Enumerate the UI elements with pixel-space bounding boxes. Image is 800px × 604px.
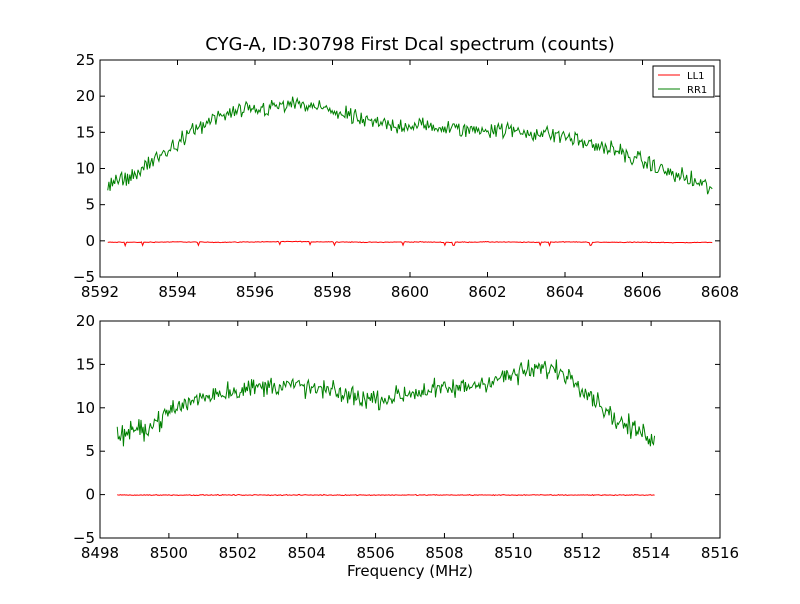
bottom-panel: 8498 8500 8502 8504 8506 8508 8510 8512 8514 8516… <box>73 312 739 562</box>
x-tick-label: 8604 <box>546 283 584 301</box>
top-panel: 8592 8594 8596 8598 8600 8602 8604 8606 8608 −5 0 5… <box>73 51 739 301</box>
plot-frame-panel-2 <box>99 320 721 539</box>
y-tick-label: 0 <box>85 232 95 250</box>
y-tick-label: −5 <box>73 529 95 547</box>
series-line-rr1-panel-2 <box>116 359 656 447</box>
x-tick-label: 8514 <box>632 544 670 562</box>
y-tick-label: −5 <box>73 268 95 286</box>
x-tick-label: 8596 <box>236 283 274 301</box>
x-tick-label: 8504 <box>288 544 326 562</box>
x-tick-label: 8502 <box>219 544 257 562</box>
x-tick-label: 8608 <box>701 283 739 301</box>
y-tick-label: 20 <box>76 312 95 330</box>
series-line-ll1-panel-2 <box>117 493 655 497</box>
x-tick-label: 8606 <box>623 283 661 301</box>
x-tick-label: 8500 <box>150 544 188 562</box>
x-tick-label: 8592 <box>81 283 119 301</box>
y-tick-label: 20 <box>76 87 95 105</box>
y-tick-label: 15 <box>76 355 95 373</box>
series-line-rr1-panel-1 <box>107 96 713 195</box>
x-tick-label: 8512 <box>563 544 601 562</box>
chart-title: CYG-A, ID:30798 First Dcal spectrum (cou… <box>205 34 615 55</box>
legend-box <box>652 65 715 98</box>
y-tick-label: 0 <box>85 486 95 504</box>
x-axis-label: Frequency (MHz) <box>346 562 474 580</box>
plot-frame-panel-1 <box>99 59 721 278</box>
legend-label-ll1: LL1 <box>687 71 705 82</box>
y-tick-label: 10 <box>76 399 95 417</box>
legend-label-rr1: RR1 <box>687 85 707 96</box>
x-tick-label: 8506 <box>356 544 394 562</box>
x-tick-label: 8498 <box>81 544 119 562</box>
x-tick-label: 8600 <box>391 283 429 301</box>
x-tick-label: 8598 <box>313 283 351 301</box>
x-tick-label: 8508 <box>425 544 463 562</box>
y-tick-label: 15 <box>76 123 95 141</box>
x-tick-label: 8510 <box>494 544 532 562</box>
y-tick-label: 25 <box>76 51 95 69</box>
y-tick-label: 5 <box>85 442 95 460</box>
series-line-ll1-panel-1 <box>107 240 713 248</box>
x-tick-label: 8602 <box>468 283 506 301</box>
x-tick-label: 8594 <box>158 283 196 301</box>
x-tick-label: 8516 <box>701 544 739 562</box>
y-tick-label: 5 <box>85 196 95 214</box>
y-tick-label: 10 <box>76 160 95 178</box>
